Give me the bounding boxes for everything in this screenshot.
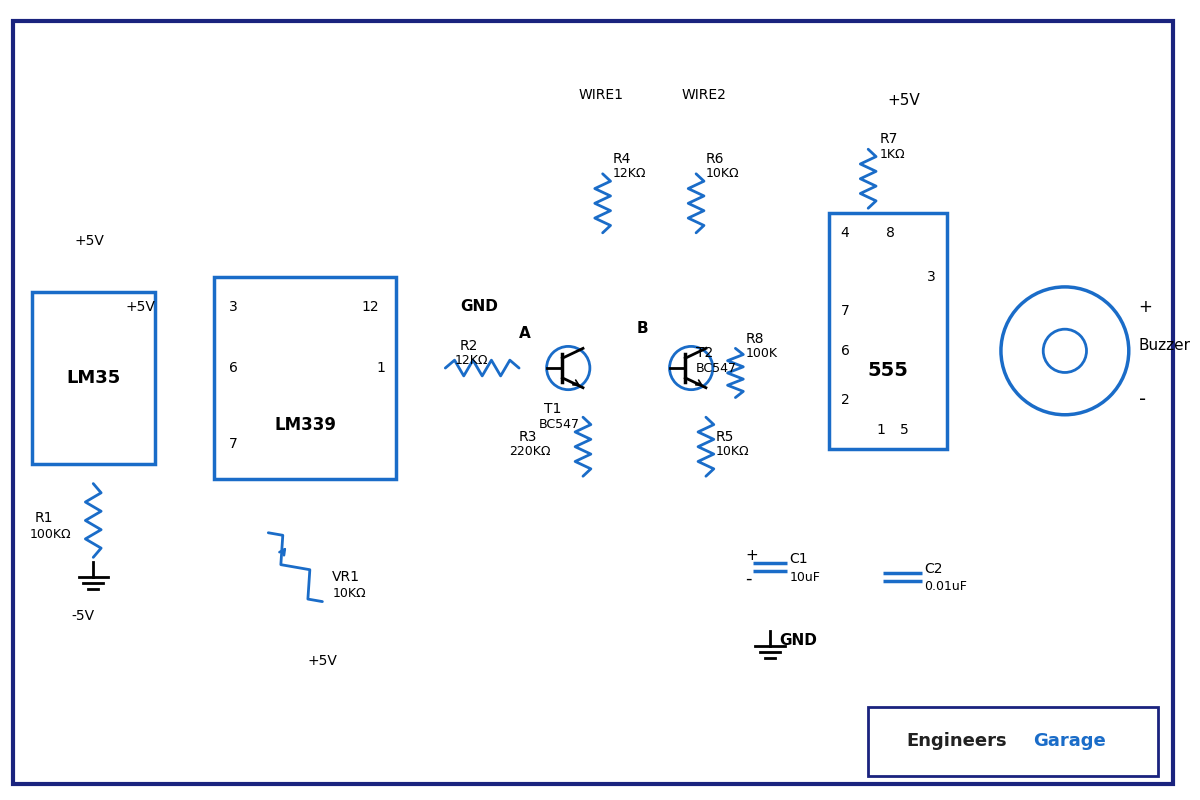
Text: 0.01uF: 0.01uF <box>924 580 967 594</box>
Text: B: B <box>637 322 649 336</box>
Text: -5V: -5V <box>72 610 95 623</box>
Text: LM339: LM339 <box>274 415 336 434</box>
Text: 100KΩ: 100KΩ <box>29 528 71 542</box>
Text: +5V: +5V <box>888 93 920 107</box>
Text: C2: C2 <box>924 562 943 576</box>
Text: 6: 6 <box>229 361 238 375</box>
Text: R5: R5 <box>715 430 734 444</box>
Text: R1: R1 <box>35 511 53 525</box>
Text: 10KΩ: 10KΩ <box>715 445 749 458</box>
Text: BC547: BC547 <box>539 418 580 430</box>
Text: R8: R8 <box>745 331 763 346</box>
Text: WIRE2: WIRE2 <box>682 88 726 102</box>
Text: 12: 12 <box>361 299 379 314</box>
Text: -: - <box>1139 390 1146 410</box>
Text: 1: 1 <box>377 361 385 375</box>
Text: Engineers: Engineers <box>906 732 1007 750</box>
Text: +5V: +5V <box>307 654 337 668</box>
Text: 7: 7 <box>841 305 850 318</box>
Text: 5: 5 <box>900 422 908 437</box>
Text: BC547: BC547 <box>696 362 737 374</box>
Text: R2: R2 <box>460 339 479 354</box>
Text: LM35: LM35 <box>67 369 121 387</box>
Bar <box>868 707 1158 776</box>
Text: R7: R7 <box>880 132 899 146</box>
Text: 1KΩ: 1KΩ <box>880 148 906 161</box>
Text: C1: C1 <box>790 552 808 566</box>
Bar <box>829 213 947 449</box>
Text: 12KΩ: 12KΩ <box>455 354 488 366</box>
Text: 220KΩ: 220KΩ <box>509 445 551 458</box>
Text: T2: T2 <box>696 346 713 360</box>
Text: 10uF: 10uF <box>790 570 821 583</box>
Text: T1: T1 <box>544 402 562 416</box>
Text: A: A <box>520 326 530 341</box>
Text: 8: 8 <box>886 226 895 240</box>
Text: 10KΩ: 10KΩ <box>706 167 739 180</box>
Bar <box>215 277 396 478</box>
Text: -: - <box>745 570 751 588</box>
Text: 3: 3 <box>229 299 238 314</box>
Text: 6: 6 <box>841 344 850 358</box>
Text: +: + <box>1139 298 1152 315</box>
Text: Buzzer: Buzzer <box>1139 338 1190 354</box>
Text: WIRE1: WIRE1 <box>578 88 623 102</box>
Text: 4: 4 <box>841 226 850 240</box>
Text: +: + <box>745 548 758 563</box>
Text: 7: 7 <box>229 438 238 451</box>
Text: 3: 3 <box>928 270 936 284</box>
Text: +5V: +5V <box>126 299 156 314</box>
Text: R4: R4 <box>612 152 631 166</box>
Text: 12KΩ: 12KΩ <box>612 167 646 180</box>
Text: +5V: +5V <box>74 234 104 248</box>
Text: GND: GND <box>460 299 498 314</box>
Text: 100K: 100K <box>745 346 778 360</box>
Text: 10KΩ: 10KΩ <box>332 587 366 600</box>
Bar <box>32 292 155 464</box>
Text: VR1: VR1 <box>332 570 360 584</box>
Text: 2: 2 <box>841 393 850 407</box>
Text: Garage: Garage <box>1033 732 1106 750</box>
Text: R3: R3 <box>520 430 538 444</box>
Text: 1: 1 <box>876 422 884 437</box>
Text: 555: 555 <box>868 361 908 380</box>
Text: R6: R6 <box>706 152 725 166</box>
Text: GND: GND <box>780 634 817 649</box>
